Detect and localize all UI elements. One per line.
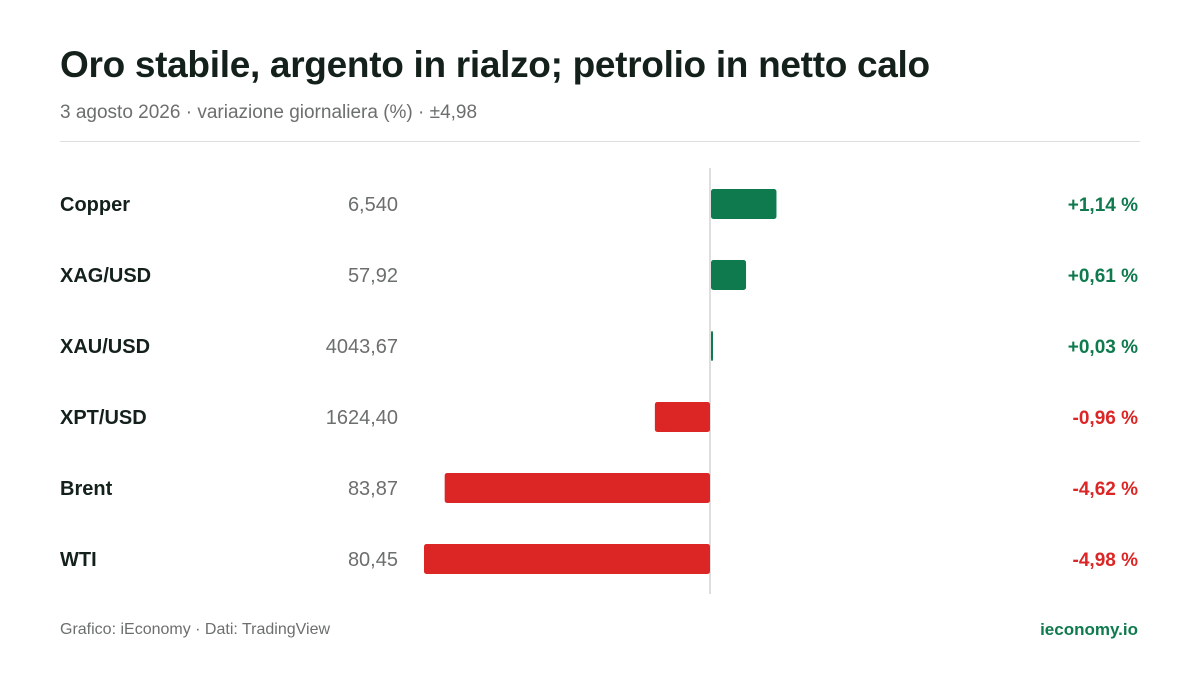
asset-price: 83,87 — [348, 478, 398, 500]
change-bar — [654, 402, 710, 432]
asset-price: 57,92 — [348, 265, 398, 287]
change-label: +0,03 % — [1068, 337, 1138, 358]
header-divider — [60, 141, 1140, 142]
chart-subtitle: 3 agosto 2026 · variazione giornaliera (… — [60, 102, 478, 123]
asset-price: 1624,40 — [326, 407, 398, 429]
asset-name: Copper — [60, 194, 130, 216]
asset-price: 4043,67 — [326, 336, 398, 358]
chart-title: Oro stabile, argento in rialzo; petrolio… — [60, 44, 930, 85]
asset-price: 6,540 — [348, 194, 398, 216]
change-bar — [444, 473, 710, 503]
change-label: -0,96 % — [1073, 408, 1139, 429]
brand-link[interactable]: ieconomy.io — [1040, 620, 1138, 639]
change-label: +1,14 % — [1068, 195, 1138, 216]
asset-price: 80,45 — [348, 549, 398, 571]
change-bar — [424, 544, 710, 574]
asset-name: XPT/USD — [60, 407, 147, 429]
source-credit: Grafico: iEconomy · Dati: TradingView — [60, 621, 331, 638]
change-label: +0,61 % — [1068, 266, 1138, 287]
asset-name: XAG/USD — [60, 265, 151, 287]
change-bar — [711, 260, 747, 290]
change-bar — [711, 189, 777, 219]
change-label: -4,98 % — [1073, 550, 1139, 571]
asset-name: Brent — [60, 478, 113, 500]
asset-name: WTI — [60, 549, 97, 571]
change-bar — [711, 331, 713, 361]
asset-name: XAU/USD — [60, 336, 150, 358]
change-label: -4,62 % — [1073, 479, 1139, 500]
